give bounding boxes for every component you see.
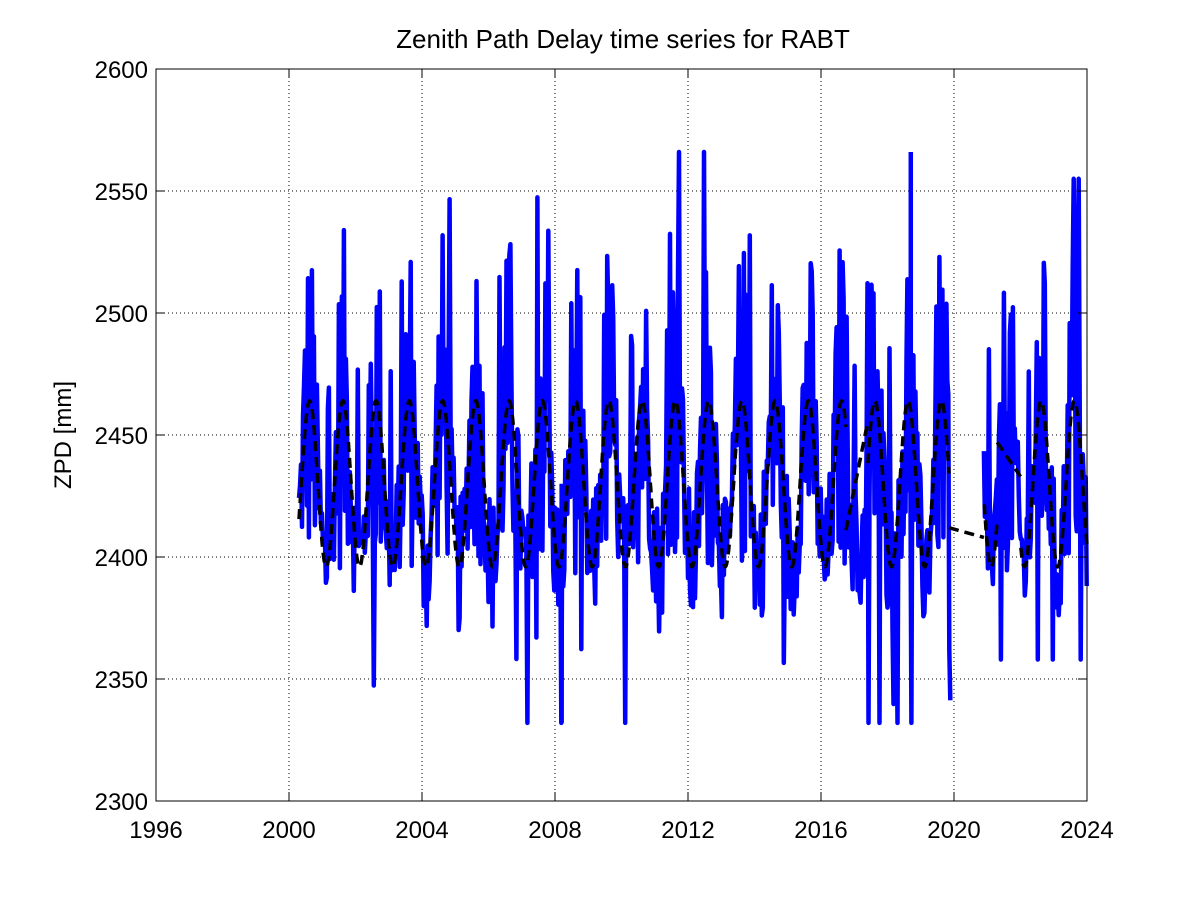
x-tick-label: 2000 — [262, 817, 315, 844]
model-series-bridge — [948, 526, 985, 540]
y-tick-label: 2350 — [95, 667, 148, 694]
x-tick-label: 2012 — [661, 817, 714, 844]
x-tick-label: 2020 — [927, 817, 980, 844]
y-tick-label: 2500 — [95, 301, 148, 328]
y-tick-label: 2550 — [95, 179, 148, 206]
model-series-bridge — [844, 422, 870, 531]
y-tick-label: 2300 — [95, 789, 148, 816]
model-series-segment — [982, 504, 999, 569]
y-tick-label: 2600 — [95, 57, 148, 84]
model-series-segment — [1019, 398, 1089, 569]
x-tick-label: 2024 — [1060, 817, 1113, 844]
chart-title: Zenith Path Delay time series for RABT — [396, 24, 850, 54]
axis-ticks: 1996 2000 2004 2008 2012 2016 2020 2024 2300 2350… — [95, 57, 1114, 844]
x-tick-label: 1996 — [129, 817, 182, 844]
model-series-segment — [866, 398, 951, 569]
model-series-segment — [297, 398, 848, 569]
x-tick-label: 2016 — [794, 817, 847, 844]
observed-series-segment — [296, 149, 953, 726]
model-series-bridge — [995, 441, 1022, 478]
y-tick-label: 2450 — [95, 423, 148, 450]
x-tick-label: 2008 — [528, 817, 581, 844]
plot-area — [296, 149, 1089, 726]
y-axis-label: ZPD [mm] — [50, 381, 77, 489]
x-tick-label: 2004 — [395, 817, 448, 844]
y-tick-label: 2400 — [95, 545, 148, 572]
